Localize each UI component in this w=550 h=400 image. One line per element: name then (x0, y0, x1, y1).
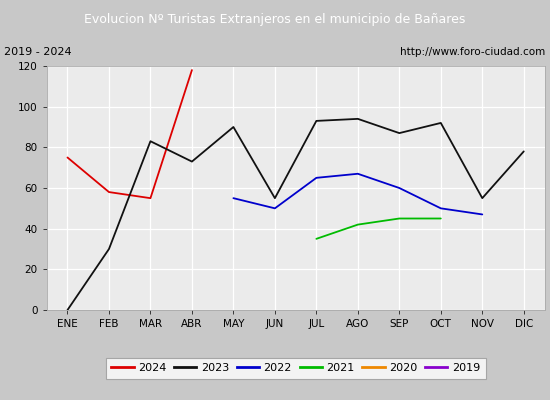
Text: Evolucion Nº Turistas Extranjeros en el municipio de Bañares: Evolucion Nº Turistas Extranjeros en el … (84, 12, 466, 26)
Legend: 2024, 2023, 2022, 2021, 2020, 2019: 2024, 2023, 2022, 2021, 2020, 2019 (106, 358, 486, 379)
Text: 2019 - 2024: 2019 - 2024 (4, 47, 72, 57)
Text: http://www.foro-ciudad.com: http://www.foro-ciudad.com (400, 47, 546, 57)
